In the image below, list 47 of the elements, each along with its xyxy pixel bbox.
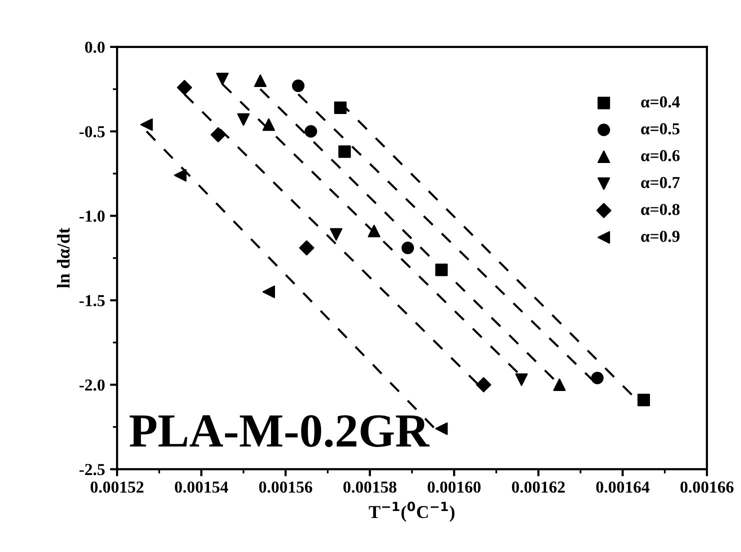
point — [435, 264, 448, 276]
point — [262, 286, 275, 298]
x-tick-label: 0.00152 — [90, 481, 144, 493]
point — [174, 169, 187, 182]
point — [338, 145, 351, 158]
legend-label: α=0.9 — [641, 230, 680, 242]
point — [402, 242, 414, 254]
point — [334, 101, 347, 114]
y-tick-label: -1.5 — [80, 295, 105, 306]
point — [299, 240, 314, 256]
point — [304, 125, 318, 138]
legend-label: α=0.7 — [641, 176, 680, 188]
point — [254, 74, 267, 87]
x-tick-label: 0.00156 — [259, 481, 312, 493]
y-tick-label: -1.0 — [80, 210, 105, 222]
x-tick-label: 0.00158 — [343, 481, 396, 493]
point — [591, 372, 604, 384]
y-tick-label: 0.0 — [85, 42, 105, 53]
legend-label: α=0.8 — [641, 204, 680, 216]
point — [292, 80, 304, 92]
point — [637, 394, 650, 406]
x-tick-label: 0.00154 — [174, 481, 228, 493]
y-tick-label: -0.5 — [80, 126, 105, 138]
point — [515, 373, 528, 386]
y-axis-title: ln dα/dt — [56, 228, 70, 288]
point — [140, 118, 153, 131]
x-tick-label: 0.00162 — [512, 481, 565, 493]
legend-label: α=0.5 — [641, 123, 680, 134]
annotation: PLA-M-0.2GR — [130, 415, 430, 448]
y-tick-label: -2.0 — [80, 379, 105, 391]
x-tick-label: 0.00166 — [680, 481, 734, 493]
x-tick-label: 0.00160 — [428, 481, 481, 493]
point — [237, 113, 250, 126]
point — [476, 377, 492, 392]
x-tick-label: 0.00164 — [596, 481, 650, 493]
point — [553, 378, 566, 391]
point — [330, 228, 342, 241]
point — [368, 224, 380, 238]
legend-label: α=0.4 — [641, 96, 680, 108]
legend-label: α=0.6 — [641, 150, 680, 162]
point — [435, 422, 448, 435]
point — [210, 127, 226, 142]
y-tick-label: -2.5 — [80, 464, 105, 476]
point — [262, 118, 275, 131]
point — [176, 80, 192, 96]
x-axis-title: T$^{−1}$($^{0}$C$^{−1}$) — [368, 502, 454, 522]
point — [216, 72, 229, 86]
